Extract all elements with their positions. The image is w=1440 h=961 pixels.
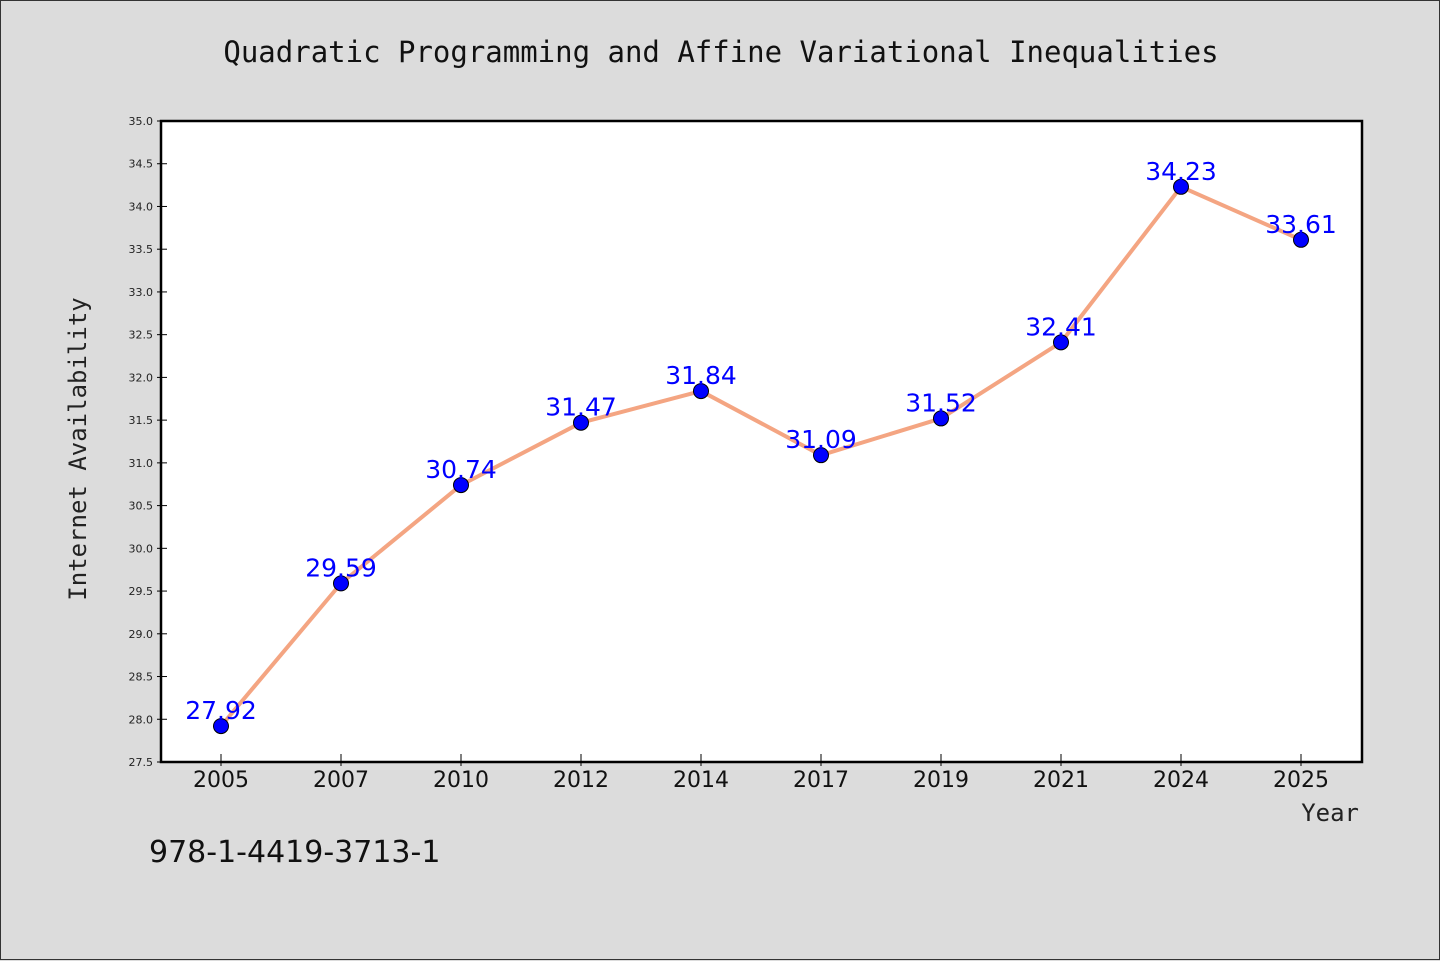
data-point [933, 410, 949, 427]
data-label: 29.59 [305, 553, 377, 582]
x-tick-label: 2005 [193, 768, 249, 793]
y-tick-label: 31.5 [129, 414, 154, 427]
x-tick-label: 2012 [553, 768, 609, 793]
x-axis-label: Year [1301, 799, 1359, 827]
data-point [813, 447, 829, 464]
data-label: 31.52 [905, 388, 977, 417]
y-tick-label: 31.0 [129, 457, 154, 470]
y-tick-label: 32.0 [129, 371, 154, 384]
data-label: 32.41 [1025, 312, 1097, 341]
data-label: 27.92 [185, 696, 257, 725]
data-point [573, 414, 589, 431]
y-tick-label: 34.5 [129, 158, 154, 171]
x-tick-label: 2017 [793, 768, 849, 793]
y-tick-label: 30.5 [129, 500, 154, 513]
isbn-text: 978-1-4419-3713-1 [149, 835, 441, 870]
plot-frame [159, 119, 1364, 764]
y-tick-label: 35.0 [129, 115, 154, 128]
y-tick-label: 30.0 [129, 542, 154, 555]
x-tick-label: 2007 [313, 768, 369, 793]
data-point [1173, 178, 1189, 195]
y-tick-label: 28.0 [129, 713, 154, 726]
x-tick-label: 2010 [433, 768, 489, 793]
data-label: 33.61 [1265, 210, 1337, 239]
x-tick-label: 2014 [673, 768, 729, 793]
x-tick-label: 2021 [1033, 768, 1089, 793]
y-tick-label: 34.0 [129, 200, 154, 213]
data-label: 31.09 [785, 425, 857, 454]
y-tick-label: 33.5 [129, 243, 154, 256]
x-tick-label: 2025 [1273, 768, 1329, 793]
data-label: 31.47 [545, 393, 617, 422]
data-label: 31.84 [665, 361, 737, 390]
y-tick-label: 33.0 [129, 286, 154, 299]
data-point [1293, 231, 1309, 248]
data-point [453, 477, 469, 494]
y-tick-label: 32.5 [129, 329, 154, 342]
y-tick-label: 28.5 [129, 671, 154, 684]
data-point [333, 575, 349, 592]
chart-title: Quadratic Programming and Affine Variati… [223, 35, 1219, 69]
x-tick-label: 2024 [1153, 768, 1209, 793]
y-tick-label: 29.0 [129, 628, 154, 641]
y-tick-label: 27.5 [129, 756, 154, 769]
series-line [219, 184, 1302, 728]
data-point [1053, 334, 1069, 351]
data-label: 34.23 [1145, 157, 1217, 186]
x-tick-label: 2019 [913, 768, 969, 793]
data-point [693, 383, 709, 400]
y-tick-label: 29.5 [129, 585, 154, 598]
data-point [213, 718, 229, 735]
data-label: 30.74 [425, 455, 497, 484]
plot-area [161, 121, 1362, 762]
